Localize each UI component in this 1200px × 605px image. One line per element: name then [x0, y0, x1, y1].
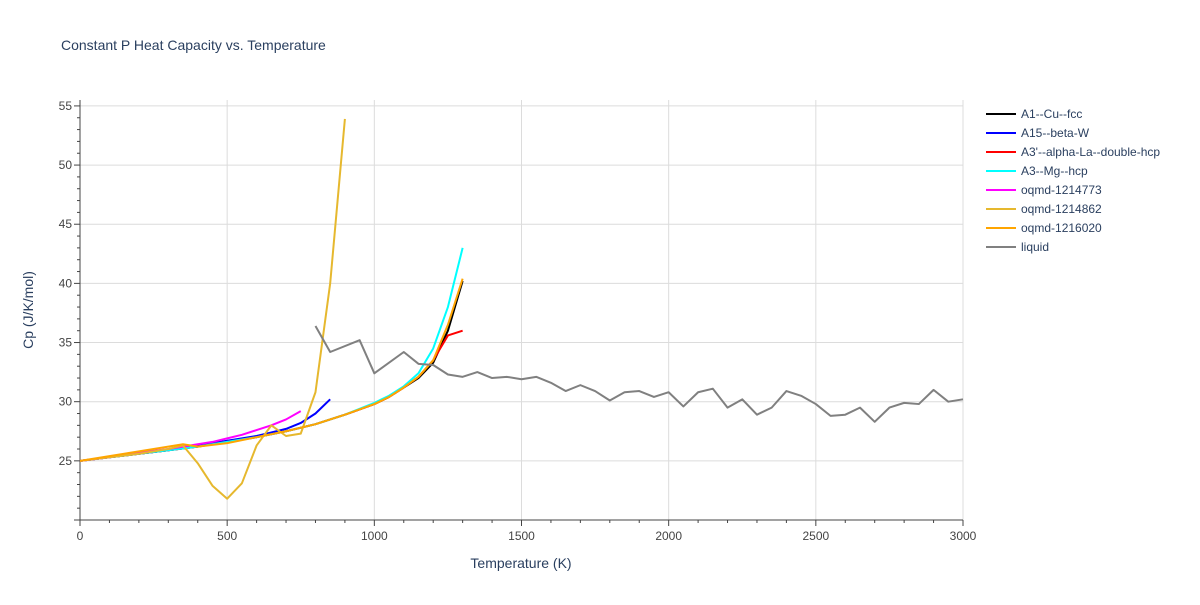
y-tick-label: 25: [59, 454, 73, 468]
legend-label: A15--beta-W: [1021, 126, 1090, 140]
legend-item[interactable]: A15--beta-W: [986, 126, 1090, 140]
y-tick-label: 35: [59, 336, 73, 350]
legend-label: liquid: [1021, 240, 1049, 254]
y-tick-label: 40: [59, 276, 73, 290]
series-line-7: [79, 278, 464, 462]
legend-item[interactable]: oqmd-1214773: [986, 183, 1102, 197]
legend-label: oqmd-1216020: [1021, 221, 1102, 235]
legend-label: A1--Cu--fcc: [1021, 107, 1082, 121]
chart-title: Constant P Heat Capacity vs. Temperature: [61, 37, 326, 53]
y-tick-label: 30: [59, 395, 73, 409]
legend-label: A3'--alpha-La--double-hcp: [1021, 145, 1160, 159]
x-tick-label: 1000: [361, 529, 388, 543]
series-line-8: [314, 325, 964, 423]
x-tick-label: 2000: [655, 529, 682, 543]
series-line-3: [79, 329, 463, 462]
y-tick-label: 50: [59, 158, 73, 172]
legend-item[interactable]: A1--Cu--fcc: [986, 107, 1082, 121]
x-tick-label: 500: [217, 529, 237, 543]
grid: [80, 100, 964, 520]
series-line-6: [79, 118, 346, 500]
x-tick-label: 0: [77, 529, 84, 543]
x-tick-label: 3000: [950, 529, 977, 543]
ticks: 0 500 1000 1500 2000 2500 3000 25 30 35 40 45 50 55: [59, 99, 977, 543]
legend[interactable]: A1--Cu--fcc A15--beta-W A3'--alpha-La--dou…: [986, 107, 1160, 254]
legend-label: oqmd-1214862: [1021, 202, 1102, 216]
x-axis-title: Temperature (K): [470, 555, 571, 571]
legend-item[interactable]: oqmd-1216020: [986, 221, 1102, 235]
series-layer: [79, 118, 964, 500]
legend-label: oqmd-1214773: [1021, 183, 1102, 197]
x-tick-label: 2500: [802, 529, 829, 543]
y-axis-title: Cp (J/K/mol): [20, 271, 36, 349]
legend-item[interactable]: liquid: [986, 240, 1049, 254]
y-tick-label: 45: [59, 217, 73, 231]
legend-item[interactable]: oqmd-1214862: [986, 202, 1102, 216]
legend-item[interactable]: A3'--alpha-La--double-hcp: [986, 145, 1160, 159]
legend-label: A3--Mg--hcp: [1021, 164, 1088, 178]
legend-item[interactable]: A3--Mg--hcp: [986, 164, 1088, 178]
x-tick-label: 1500: [508, 529, 535, 543]
y-tick-label: 55: [59, 99, 73, 113]
